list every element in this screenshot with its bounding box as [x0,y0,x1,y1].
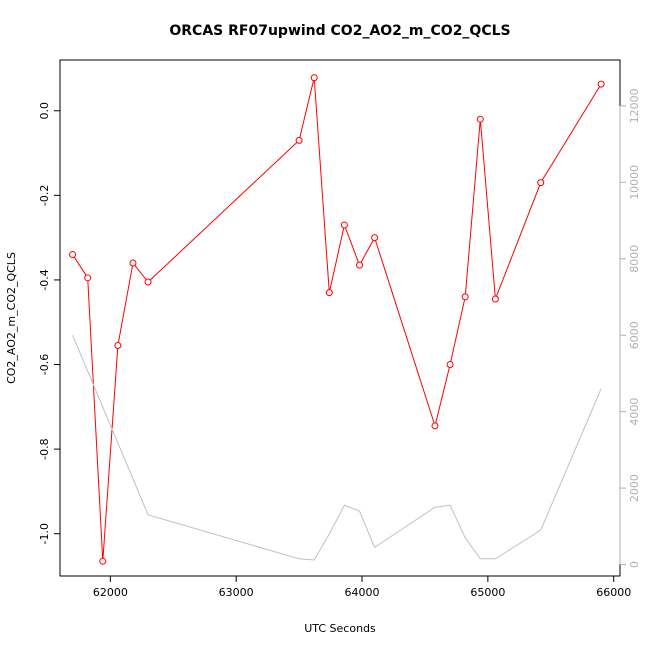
data-point [446,361,454,369]
series-layer [69,74,605,565]
y-tick-label: -0.8 [38,438,51,459]
x-tick-label: 65000 [470,586,505,599]
data-point [295,136,303,144]
data-point [431,422,439,430]
series-line-0 [72,77,602,562]
data-point [114,341,122,349]
data-point [69,251,77,259]
chart-title: ORCAS RF07upwind CO2_AO2_m_CO2_QCLS [169,23,510,39]
y-tick-label: -0.6 [38,354,51,375]
y-tick-label: 0.0 [38,102,51,120]
x-tick-label: 66000 [596,586,631,599]
y-tick-label: -0.4 [38,269,51,290]
data-point [310,74,318,82]
y2-tick-label: 0 [628,561,641,568]
data-point [340,221,348,229]
x-tick-label: 62000 [93,586,128,599]
y-tick-label: -1.0 [38,523,51,544]
data-point [461,293,469,301]
data-point [491,295,499,303]
plot-frame [59,59,621,577]
y2-tick-label: 2000 [628,474,641,502]
x-axis-label: UTC Seconds [304,622,376,635]
data-point [356,261,364,269]
y2-tick-label: 4000 [628,398,641,426]
data-point [84,274,92,282]
data-point [371,234,379,242]
axes: 62000 63000 64000 65000 66000 -1.0 -0.8 -0.6 -0.… [38,88,641,599]
y-tick-label: -0.2 [38,185,51,206]
data-point [99,557,107,565]
y-axis-label: CO2_AO2_m_CO2_QCLS [5,252,18,384]
y2-tick-label: 6000 [628,321,641,349]
data-point [325,289,333,297]
y2-tick-label: 10000 [628,165,641,200]
series-line-1 [72,335,602,561]
y2-tick-label: 12000 [628,88,641,123]
y2-tick-label: 8000 [628,245,641,273]
x-tick-label: 63000 [219,586,254,599]
data-point [537,179,545,187]
data-point [597,80,605,88]
data-point [476,115,484,123]
x-tick-label: 64000 [345,586,380,599]
data-point [129,259,137,267]
data-point [144,278,152,286]
